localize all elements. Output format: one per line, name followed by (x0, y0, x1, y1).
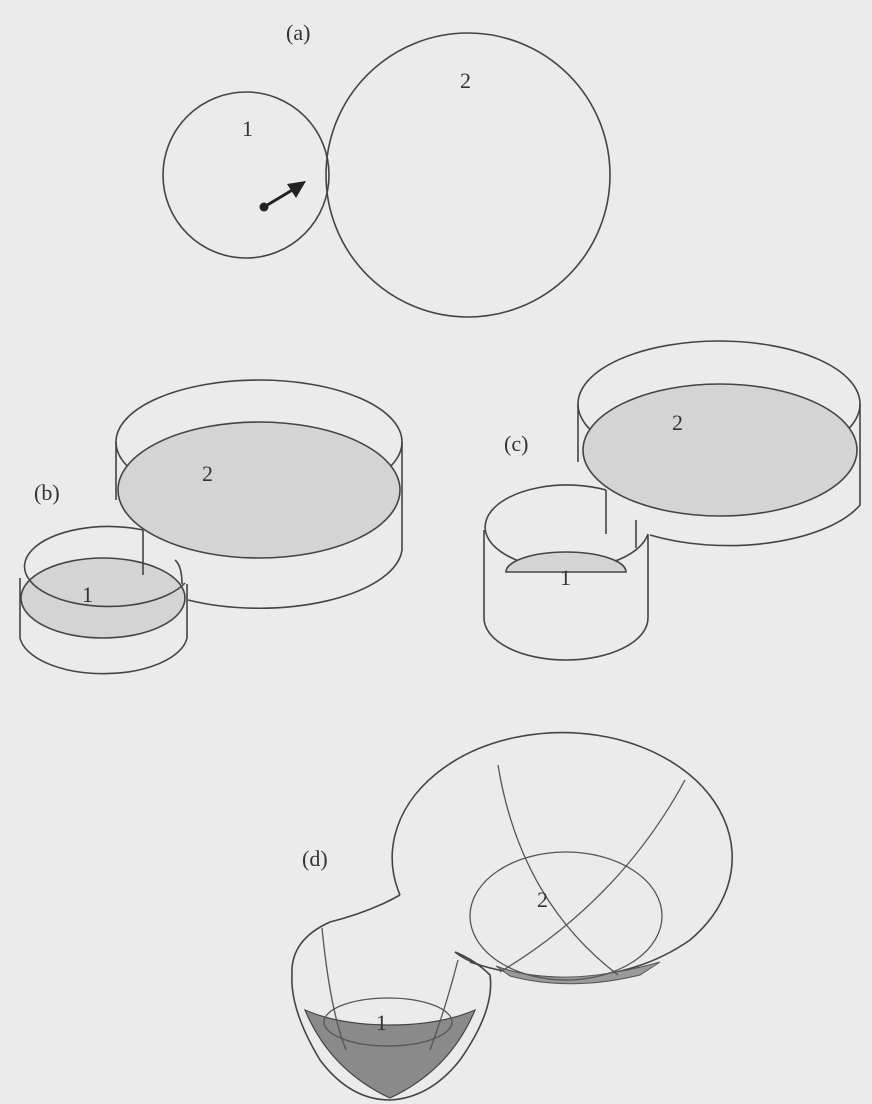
panel-b: (b) 1 2 (19, 379, 403, 675)
region-2-label: 2 (202, 461, 213, 486)
region-1-label: 1 (376, 1010, 387, 1035)
bowl-2-inner-level (469, 851, 663, 981)
cylinder-2-floor (582, 383, 858, 517)
panel-a-tag: (a) (286, 20, 310, 45)
panel-d-tag: (d) (302, 846, 328, 871)
cylinder-2-wall (187, 442, 403, 610)
bowl-1-bottom-shade (303, 1008, 477, 1099)
bowl-junction (454, 951, 481, 966)
bowl-2-rim (391, 731, 733, 979)
circle-region-1 (162, 91, 330, 259)
cylinder-2-wall (649, 404, 861, 547)
panel-b-tag: (b) (34, 480, 60, 505)
region-1-label: 1 (560, 565, 571, 590)
bowl-1-rim-back (291, 894, 401, 976)
neck-right-edge (174, 559, 183, 585)
circle-region-2 (325, 32, 611, 318)
bowl-2-meridian-right (499, 779, 686, 973)
bowl-1-meridian-left (321, 927, 347, 1051)
cylinder-1-wall (19, 578, 188, 675)
cylinder-1-floor (505, 551, 627, 573)
arrow-icon (259, 181, 306, 212)
region-2-label: 2 (672, 410, 683, 435)
panel-a: (a) 1 2 (162, 20, 611, 318)
cylinder-1-wall (483, 530, 649, 661)
region-2-label: 2 (537, 887, 548, 912)
region-1-label: 1 (82, 582, 93, 607)
bowl-2-meridian-left (497, 764, 619, 976)
panel-d: (d) 1 2 (291, 731, 733, 1101)
panel-c: (c) 1 2 (483, 340, 861, 661)
region-1-label: 1 (242, 116, 253, 141)
bowl-1-inner-level (323, 997, 453, 1047)
bowl-1-meridian-right (429, 959, 459, 1051)
cylinder-1-top-rim (23, 525, 186, 608)
panel-c-tag: (c) (504, 431, 528, 456)
bowl-1-wall (291, 951, 492, 1101)
bowl-2-bottom-shade (495, 961, 661, 985)
cylinder-1-floor (20, 557, 186, 639)
region-2-label: 2 (460, 68, 471, 93)
cylinder-2-floor (117, 421, 401, 559)
